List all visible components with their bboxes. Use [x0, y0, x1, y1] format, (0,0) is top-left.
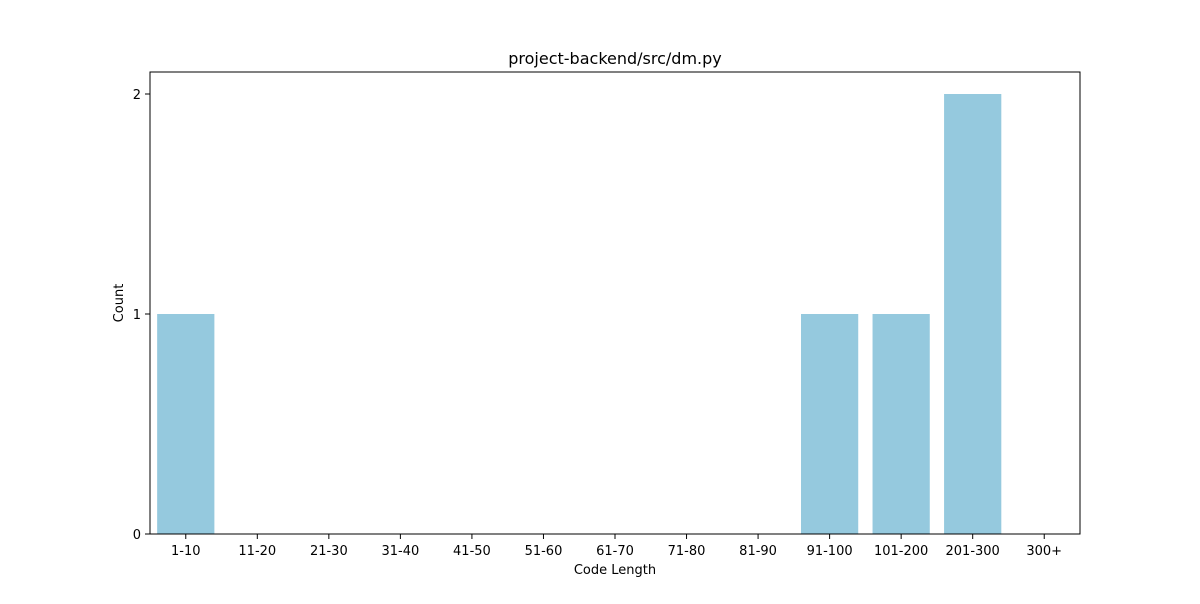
x-tick-label: 201-300 [946, 544, 1000, 559]
x-tick-label: 41-50 [453, 544, 491, 559]
x-tick-label: 61-70 [596, 544, 634, 559]
bar-101-200 [872, 314, 930, 534]
x-tick-label: 81-90 [739, 544, 777, 559]
x-tick-label: 71-80 [668, 544, 706, 559]
x-tick-label: 1-10 [171, 544, 201, 559]
x-tick-label: 91-100 [807, 544, 853, 559]
bar-91-100 [801, 314, 859, 534]
y-axis: 0 1 2 [133, 88, 150, 543]
y-tick-label: 2 [133, 88, 141, 103]
x-axis: 1-10 11-20 21-30 31-40 41-50 51-60 61-70 71-80 8… [171, 534, 1062, 559]
y-tick-label: 1 [133, 308, 141, 323]
y-tick-label: 0 [133, 528, 141, 543]
x-tick-label: 300+ [1026, 544, 1062, 559]
bars-group [157, 94, 1002, 534]
x-tick-label: 21-30 [310, 544, 348, 559]
x-tick-label: 51-60 [525, 544, 563, 559]
x-tick-label: 11-20 [238, 544, 276, 559]
plot-frame [149, 71, 1081, 535]
x-tick-label: 31-40 [381, 544, 419, 559]
chart-title: project-backend/src/dm.py [508, 49, 722, 68]
bar-201-300 [944, 94, 1002, 534]
x-tick-label: 101-200 [874, 544, 928, 559]
x-axis-label: Code Length [574, 563, 656, 578]
bar-1-10 [157, 314, 215, 534]
y-axis-label: Count [112, 284, 127, 323]
